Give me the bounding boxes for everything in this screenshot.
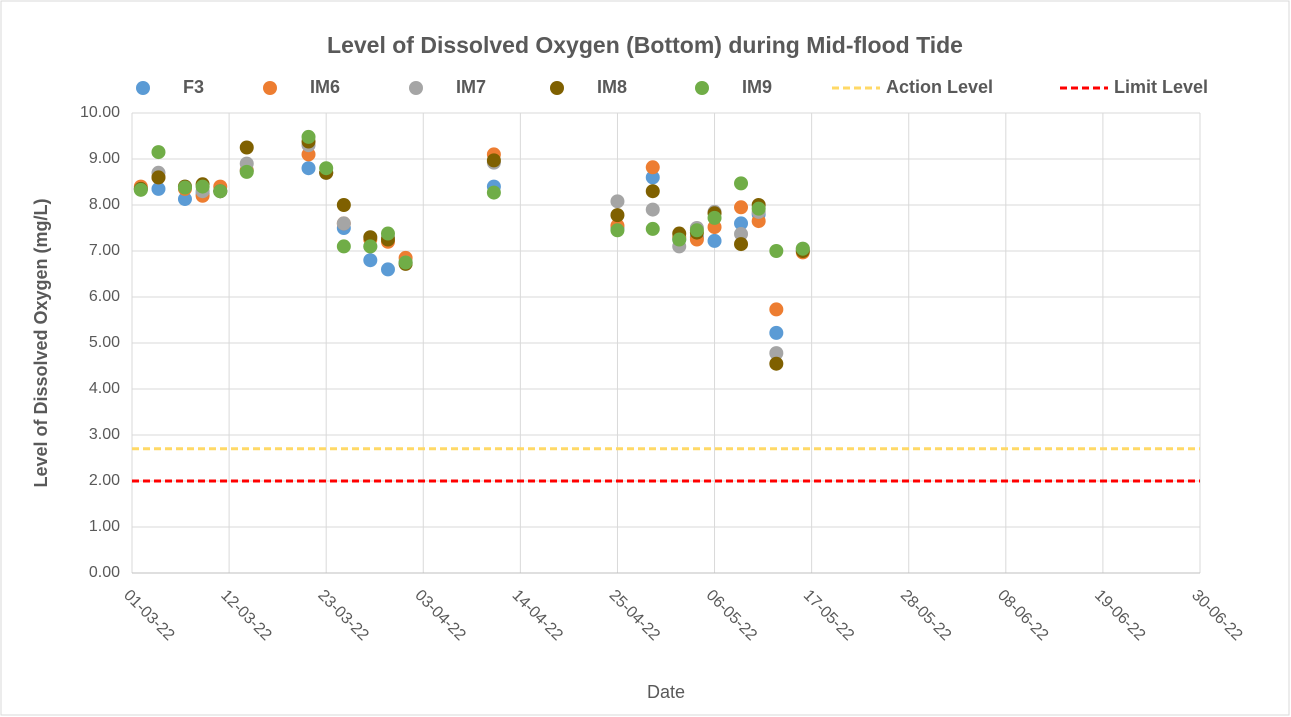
data-point (363, 239, 378, 254)
data-point (645, 221, 660, 236)
data-point (336, 216, 351, 231)
x-axis-label: Date (647, 682, 685, 702)
y-tick-label: 1.00 (89, 518, 120, 535)
data-point (380, 226, 395, 241)
data-point (336, 198, 351, 212)
data-point (301, 129, 316, 144)
y-tick-label: 9.00 (89, 150, 120, 167)
legend-marker (136, 81, 150, 95)
data-point (177, 192, 192, 207)
legend-marker (550, 81, 564, 95)
y-tick-label: 4.00 (89, 380, 120, 397)
data-point (751, 201, 766, 216)
legend-marker (263, 81, 277, 95)
y-tick-label: 2.00 (89, 472, 120, 489)
data-point (380, 262, 395, 277)
legend-label: F3 (183, 77, 204, 97)
data-point (645, 184, 660, 199)
data-point (319, 161, 334, 176)
y-tick-label: 0.00 (89, 564, 120, 581)
data-point (769, 325, 784, 340)
data-point (645, 202, 660, 217)
data-point (769, 346, 784, 361)
y-tick-label: 3.00 (89, 426, 120, 443)
y-tick-label: 8.00 (89, 196, 120, 213)
data-point (769, 302, 784, 317)
data-point (769, 356, 784, 371)
data-point (769, 244, 784, 258)
data-point (151, 170, 166, 185)
data-point (398, 255, 413, 270)
data-point (195, 179, 210, 194)
y-tick-label: 5.00 (89, 334, 120, 351)
data-point (151, 181, 166, 196)
legend-label: Action Level (886, 77, 993, 97)
data-point (645, 160, 660, 175)
data-point (151, 145, 166, 160)
y-tick-label: 7.00 (89, 242, 120, 259)
data-point (239, 164, 254, 179)
data-point (707, 210, 722, 225)
data-point (689, 223, 704, 238)
y-axis-label: Level of Dissolved Oxygen (mg/L) (31, 198, 51, 487)
data-point (610, 223, 625, 238)
data-point (795, 241, 810, 256)
legend-marker (409, 81, 423, 95)
data-point (177, 180, 192, 195)
data-point (610, 208, 625, 223)
data-point (336, 239, 351, 254)
data-point (213, 184, 228, 199)
data-point (486, 153, 501, 168)
legend-marker (695, 81, 709, 95)
data-point (486, 185, 501, 200)
legend-label: Limit Level (1114, 77, 1208, 97)
data-point (610, 194, 625, 209)
data-point (363, 253, 378, 268)
data-point (734, 216, 749, 231)
legend-label: IM9 (742, 77, 772, 97)
y-tick-label: 10.00 (80, 104, 120, 121)
data-point (301, 161, 316, 176)
y-tick-label: 6.00 (89, 288, 120, 305)
data-point (707, 233, 722, 248)
chart-title: Level of Dissolved Oxygen (Bottom) durin… (327, 32, 963, 58)
data-point (645, 170, 660, 185)
legend-label: IM7 (456, 77, 486, 97)
data-point (672, 232, 687, 247)
data-point (133, 182, 148, 197)
legend-label: IM8 (597, 77, 627, 97)
data-point (239, 140, 254, 155)
legend-label: IM6 (310, 77, 340, 97)
data-point (734, 226, 749, 241)
data-point (734, 176, 749, 191)
data-point (734, 237, 749, 252)
data-point (734, 200, 749, 215)
